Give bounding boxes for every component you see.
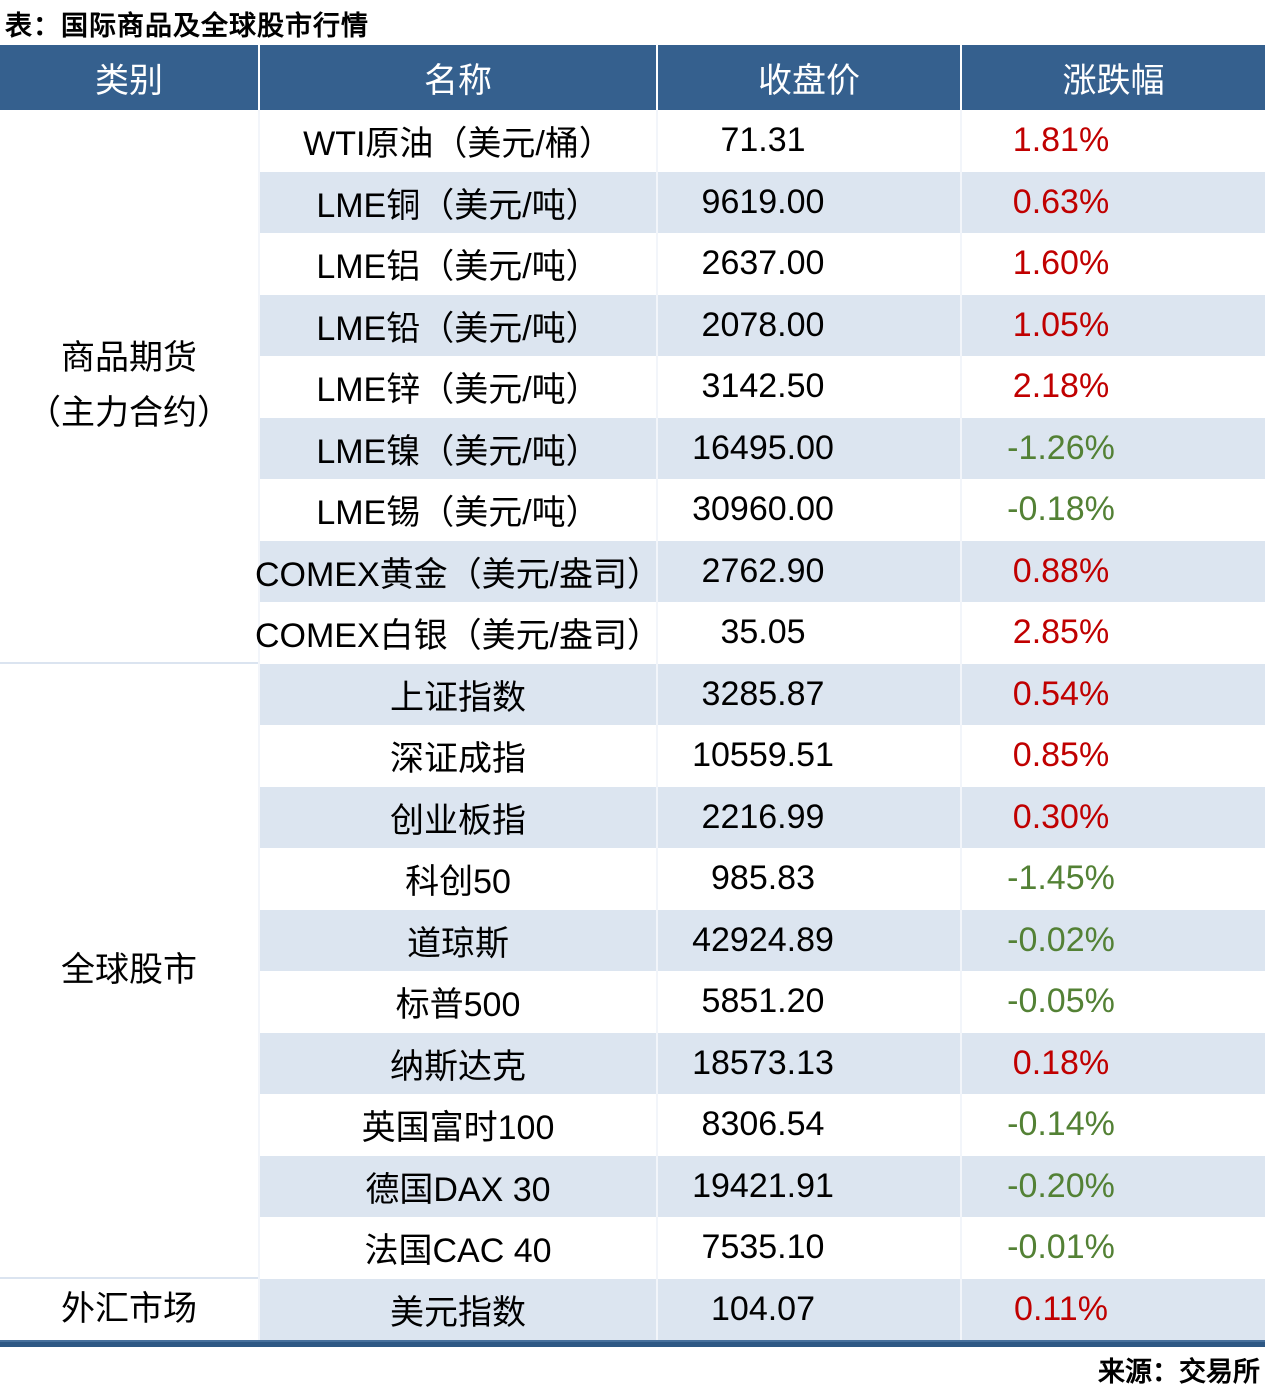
change-cell: -0.20% [960, 1155, 1265, 1217]
source-note: 来源：交易所 [1098, 1357, 1260, 1387]
change-cell: 1.05% [960, 294, 1265, 356]
close-cell: 71.31 [656, 110, 960, 172]
change-cell: 0.54% [960, 663, 1265, 725]
name-cell: 法国CAC 40 [258, 1217, 656, 1279]
close-cell: 8306.54 [656, 1094, 960, 1156]
name-cell: 道琼斯 [258, 909, 656, 971]
name-cell: LME镍（美元/吨） [258, 417, 656, 479]
close-cell: 2637.00 [656, 233, 960, 295]
close-cell: 5851.20 [656, 971, 960, 1033]
change-cell: 2.85% [960, 602, 1265, 664]
name-cell: 科创50 [258, 848, 656, 910]
close-cell: 35.05 [656, 602, 960, 664]
change-cell: 0.85% [960, 725, 1265, 787]
market-table: 类别 名称 收盘价 涨跌幅 商品期货 （主力合约） 全球股市 外汇市场 WTI原… [0, 45, 1265, 1340]
name-cell: 上证指数 [258, 663, 656, 725]
name-cell: 美元指数 [258, 1278, 656, 1340]
page-title: 表：国际商品及全球股市行情 [5, 11, 369, 41]
header-cell-category: 类别 [0, 45, 258, 110]
name-cell: 深证成指 [258, 725, 656, 787]
category-cell-global-stocks: 全球股市 [0, 663, 258, 1279]
change-cell: 0.88% [960, 540, 1265, 602]
change-cell: 0.63% [960, 171, 1265, 233]
change-cell: -1.45% [960, 848, 1265, 910]
name-cell: LME锌（美元/吨） [258, 356, 656, 418]
close-cell: 3142.50 [656, 356, 960, 418]
close-cell: 7535.10 [656, 1217, 960, 1279]
close-cell: 42924.89 [656, 909, 960, 971]
close-cell: 30960.00 [656, 479, 960, 541]
header-cell-name: 名称 [258, 45, 656, 110]
name-cell: 创业板指 [258, 786, 656, 848]
close-cell: 104.07 [656, 1278, 960, 1340]
category-cell-commodity-futures: 商品期货 （主力合约） [0, 110, 258, 664]
change-cell: 2.18% [960, 356, 1265, 418]
change-cell: -1.26% [960, 417, 1265, 479]
name-cell: LME铜（美元/吨） [258, 171, 656, 233]
change-cell: -0.05% [960, 971, 1265, 1033]
close-cell: 2078.00 [656, 294, 960, 356]
change-cell: 1.60% [960, 233, 1265, 295]
table-wrapper: 类别 名称 收盘价 涨跌幅 商品期货 （主力合约） 全球股市 外汇市场 WTI原… [0, 45, 1265, 1347]
close-cell: 3285.87 [656, 663, 960, 725]
category-cell-forex: 外汇市场 [0, 1278, 258, 1340]
name-cell: LME锡（美元/吨） [258, 479, 656, 541]
close-cell: 16495.00 [656, 417, 960, 479]
change-cell: -0.01% [960, 1217, 1265, 1279]
change-cell: 0.18% [960, 1032, 1265, 1094]
category-label-line1: 全球股市 [61, 950, 197, 989]
category-label-line2: （主力合约） [27, 393, 231, 432]
header-cell-close: 收盘价 [656, 45, 960, 110]
name-cell: 纳斯达克 [258, 1032, 656, 1094]
table-bottom-bar [0, 1340, 1265, 1347]
change-cell: -0.14% [960, 1094, 1265, 1156]
close-cell: 18573.13 [656, 1032, 960, 1094]
close-cell: 9619.00 [656, 171, 960, 233]
header-cell-change: 涨跌幅 [960, 45, 1265, 110]
close-cell: 2216.99 [656, 786, 960, 848]
category-label-line1: 商品期货 [61, 339, 197, 378]
name-cell: 德国DAX 30 [258, 1155, 656, 1217]
category-label-line1: 外汇市场 [61, 1290, 197, 1329]
name-cell: WTI原油（美元/桶） [258, 110, 656, 172]
change-cell: 0.30% [960, 786, 1265, 848]
name-cell: LME铅（美元/吨） [258, 294, 656, 356]
name-cell: 标普500 [258, 971, 656, 1033]
close-cell: 985.83 [656, 848, 960, 910]
name-cell: COMEX黄金（美元/盎司） [255, 540, 661, 602]
close-cell: 10559.51 [656, 725, 960, 787]
change-cell: -0.02% [960, 909, 1265, 971]
close-cell: 2762.90 [656, 540, 960, 602]
change-cell: -0.18% [960, 479, 1265, 541]
close-cell: 19421.91 [656, 1155, 960, 1217]
name-cell: COMEX白银（美元/盎司） [255, 602, 661, 664]
change-cell: 0.11% [960, 1278, 1265, 1340]
name-cell: LME铝（美元/吨） [258, 233, 656, 295]
name-cell: 英国富时100 [258, 1094, 656, 1156]
change-cell: 1.81% [960, 110, 1265, 172]
